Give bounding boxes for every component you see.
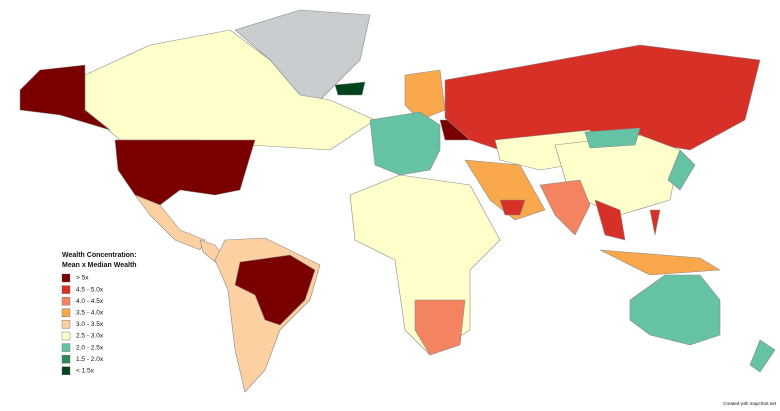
brazil <box>234 254 316 326</box>
usa <box>114 139 256 206</box>
legend-title: Mean x Median Wealth <box>62 262 137 269</box>
legend-label: 2.0 - 2.5x <box>76 344 104 351</box>
russia <box>444 44 761 151</box>
legend-swatch <box>61 343 71 352</box>
countries <box>19 9 776 393</box>
legend-label: 4.0 - 4.5x <box>76 298 104 305</box>
japan <box>667 149 696 191</box>
mexico <box>134 194 206 251</box>
alaska <box>19 64 111 131</box>
arabia-south <box>499 199 526 216</box>
legend-label: 4.5 - 5.0x <box>76 286 104 293</box>
australia <box>629 274 721 346</box>
legend-swatch <box>61 297 71 306</box>
legend-swatch <box>61 273 71 283</box>
southern-africa <box>414 299 466 356</box>
india <box>539 179 591 236</box>
legend-swatch <box>61 320 71 329</box>
mongolia <box>584 127 641 149</box>
legend-swatch <box>61 366 71 375</box>
legend-label: 1.5 - 2.0x <box>76 356 104 363</box>
legend-title: Wealth Concentration: <box>62 252 137 259</box>
legend-label: 3.0 - 3.5x <box>76 321 104 328</box>
legend-label: 2.5 - 3.0x <box>76 333 104 340</box>
legend-label: 3.5 - 4.0x <box>76 310 104 317</box>
legend-swatch <box>61 355 71 364</box>
new-zealand <box>749 339 776 373</box>
credit: Created with mapchart.net <box>723 401 777 406</box>
scandinavia <box>404 69 446 121</box>
europe <box>369 111 441 176</box>
philippines <box>649 209 661 236</box>
legend-swatch <box>61 285 71 294</box>
indonesia <box>599 249 721 276</box>
legend-swatch <box>61 331 71 341</box>
southeast-asia <box>594 199 626 241</box>
middle-east <box>464 159 546 221</box>
legend-label: < 1.5x <box>76 368 95 375</box>
iceland <box>334 81 366 96</box>
legend-swatch <box>61 308 71 317</box>
legend: Wealth Concentration: Mean x Median Weal… <box>61 252 137 375</box>
legend-label: > 5x <box>76 275 89 282</box>
